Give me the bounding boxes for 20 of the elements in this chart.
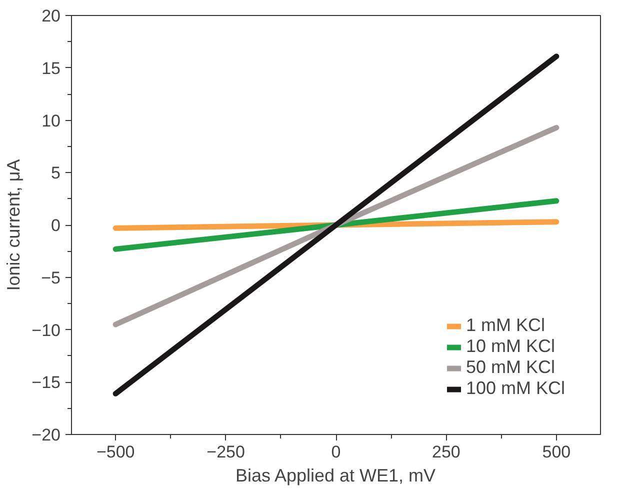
y-tick-label: −10 [32, 320, 61, 340]
y-tick-label: 20 [42, 6, 61, 26]
y-tick-label: −5 [41, 268, 61, 288]
x-tick-label: 250 [432, 442, 460, 462]
x-tick-label: −500 [96, 442, 135, 462]
x-tick-label: 500 [542, 442, 571, 462]
y-tick-label: 5 [51, 164, 61, 183]
y-tick-label: 15 [42, 58, 61, 78]
legend-label: 1 mM KCl [466, 315, 545, 336]
x-axis-title: Bias Applied at WE1, mV [235, 466, 436, 486]
x-tick-label: 0 [331, 442, 341, 462]
legend-label: 100 mM KCl [466, 378, 565, 399]
legend-label: 50 mM KCl [466, 357, 555, 378]
legend-label: 10 mM KCl [466, 336, 555, 357]
y-tick-label: −20 [32, 426, 61, 444]
y-tick-label: 0 [51, 216, 61, 235]
x-tick-label: −250 [206, 442, 245, 462]
y-tick-label: −15 [32, 373, 61, 392]
y-tick-label: 10 [42, 111, 61, 130]
y-axis-title: Ionic current, μA [4, 159, 24, 291]
